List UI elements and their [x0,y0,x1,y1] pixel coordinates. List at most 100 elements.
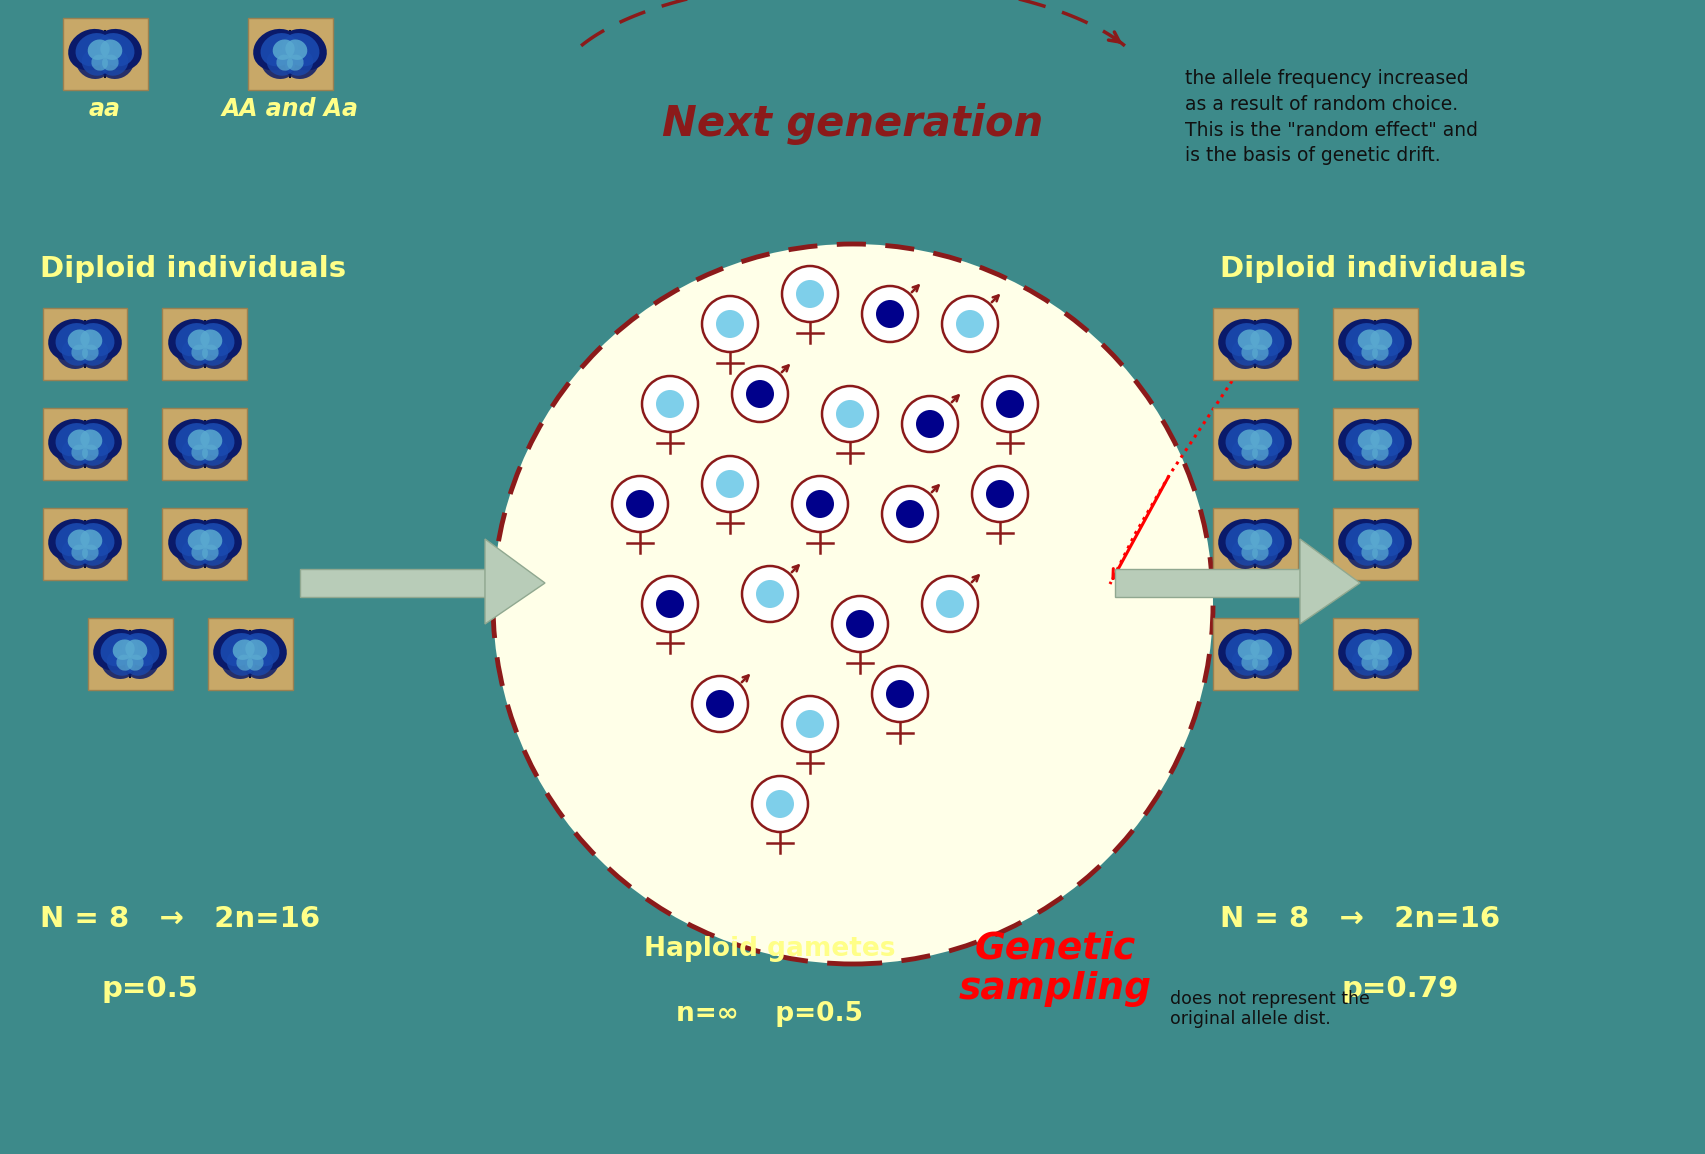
Ellipse shape [201,545,218,561]
FancyBboxPatch shape [1332,508,1417,580]
Ellipse shape [176,323,213,357]
Ellipse shape [176,424,213,456]
Ellipse shape [77,46,111,78]
Ellipse shape [194,519,242,561]
Circle shape [745,380,774,409]
Ellipse shape [194,319,242,360]
Ellipse shape [1361,444,1378,460]
Text: does not represent the
original allele dist.: does not represent the original allele d… [1170,990,1369,1028]
Ellipse shape [1364,629,1412,670]
Ellipse shape [176,436,211,469]
Ellipse shape [78,336,114,369]
Ellipse shape [280,29,327,70]
Ellipse shape [1250,339,1277,366]
Ellipse shape [246,639,268,660]
Ellipse shape [188,429,210,450]
FancyBboxPatch shape [162,508,247,580]
Ellipse shape [1217,519,1263,561]
Ellipse shape [72,345,89,361]
Ellipse shape [1350,540,1379,565]
Text: N = 8   →   2n=16: N = 8 → 2n=16 [1219,905,1499,932]
Ellipse shape [75,33,113,66]
Ellipse shape [273,39,295,60]
Ellipse shape [1241,444,1257,460]
Ellipse shape [1369,639,1391,660]
Ellipse shape [1366,424,1403,456]
Ellipse shape [1217,319,1263,360]
Circle shape [493,243,1212,964]
FancyBboxPatch shape [162,308,247,380]
Ellipse shape [182,540,210,565]
Ellipse shape [72,545,89,561]
Ellipse shape [201,345,218,361]
Ellipse shape [1248,537,1284,569]
Ellipse shape [48,319,95,360]
Ellipse shape [1345,336,1381,369]
Text: n=∞    p=0.5: n=∞ p=0.5 [677,1001,863,1027]
Ellipse shape [48,419,95,460]
Ellipse shape [124,646,159,679]
Ellipse shape [1371,444,1388,460]
Ellipse shape [1238,429,1258,450]
Circle shape [716,310,743,338]
Circle shape [895,500,924,529]
Circle shape [701,295,757,352]
Circle shape [796,710,824,739]
Text: AA and Aa: AA and Aa [222,97,358,121]
Ellipse shape [1217,419,1263,460]
Ellipse shape [266,50,295,76]
FancyBboxPatch shape [43,409,128,480]
Ellipse shape [99,46,135,78]
Ellipse shape [198,336,234,369]
Ellipse shape [169,519,215,561]
Ellipse shape [56,523,92,556]
Ellipse shape [169,319,215,360]
FancyBboxPatch shape [1212,308,1298,380]
Text: Genetic
sampling: Genetic sampling [958,931,1151,1007]
Ellipse shape [1366,523,1403,556]
Ellipse shape [82,345,99,361]
Ellipse shape [1367,537,1403,569]
Ellipse shape [1251,345,1269,361]
Ellipse shape [1251,545,1269,561]
Ellipse shape [1350,339,1379,366]
Ellipse shape [1226,336,1260,369]
Ellipse shape [124,639,147,660]
Ellipse shape [101,39,123,60]
Ellipse shape [95,29,142,70]
Ellipse shape [80,540,107,565]
Ellipse shape [97,33,135,66]
Ellipse shape [1246,523,1284,556]
Circle shape [846,610,873,638]
Ellipse shape [77,323,114,357]
Ellipse shape [188,530,210,550]
Text: Haploid gametes: Haploid gametes [644,936,895,962]
Ellipse shape [75,419,121,460]
Ellipse shape [1337,519,1384,561]
FancyBboxPatch shape [300,569,484,597]
Ellipse shape [78,436,114,469]
Ellipse shape [1238,530,1258,550]
Ellipse shape [232,639,254,660]
Ellipse shape [1251,444,1269,460]
Ellipse shape [1357,329,1379,350]
FancyBboxPatch shape [43,308,128,380]
Ellipse shape [1246,634,1284,666]
Ellipse shape [1217,629,1263,670]
Ellipse shape [82,50,109,76]
Circle shape [791,475,847,532]
Ellipse shape [1231,650,1260,676]
Ellipse shape [119,629,167,670]
Ellipse shape [281,33,319,66]
Ellipse shape [1250,650,1277,676]
Circle shape [902,396,958,452]
Ellipse shape [75,319,121,360]
Ellipse shape [1371,545,1388,561]
Ellipse shape [1369,650,1398,676]
Ellipse shape [1350,440,1379,466]
Ellipse shape [237,654,252,670]
Ellipse shape [1245,419,1291,460]
Ellipse shape [1238,639,1258,660]
Ellipse shape [61,440,90,466]
Ellipse shape [1226,646,1260,679]
